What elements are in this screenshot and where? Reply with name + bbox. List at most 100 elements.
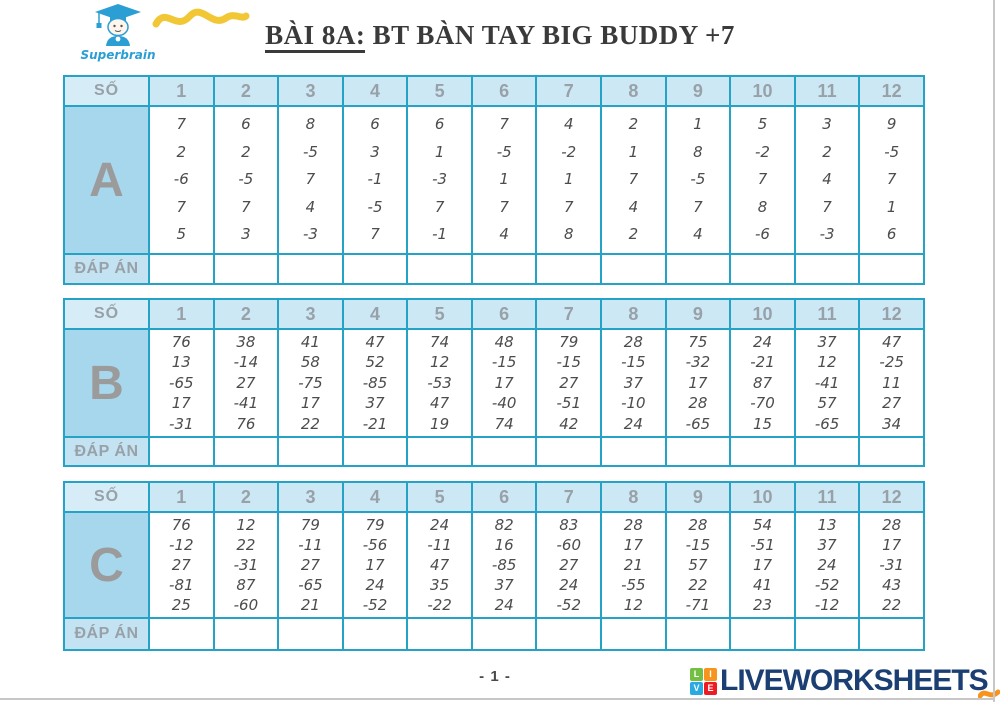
- answer-input-cell[interactable]: [535, 436, 603, 467]
- answer-input-cell[interactable]: [793, 436, 861, 467]
- number-value: 6: [886, 225, 897, 244]
- answer-input-cell[interactable]: [341, 253, 409, 285]
- answer-input-cell[interactable]: [341, 436, 409, 467]
- number-value: 17: [688, 373, 708, 392]
- number-value: 6: [241, 115, 251, 134]
- number-value: 8: [757, 197, 768, 216]
- column-header-2: 2: [212, 481, 280, 513]
- answer-input-cell[interactable]: [341, 617, 409, 651]
- answer-input-cell[interactable]: [664, 436, 732, 467]
- answer-input-cell[interactable]: [793, 253, 861, 285]
- answer-input-cell[interactable]: [212, 436, 280, 467]
- answer-input-cell[interactable]: [535, 617, 603, 651]
- number-stack-cell: 41 58 -75 17 22: [277, 328, 344, 438]
- number-value: 79: [300, 516, 320, 534]
- answer-input-cell[interactable]: [277, 253, 344, 285]
- answer-input-cell[interactable]: [148, 617, 215, 651]
- number-value: 9: [886, 115, 897, 134]
- answer-input-cell[interactable]: [858, 253, 925, 285]
- answer-input-cell[interactable]: [729, 617, 796, 651]
- number-value: 17: [623, 536, 643, 554]
- number-value: 74: [494, 414, 514, 433]
- number-value: -65: [298, 576, 323, 594]
- answer-input-cell[interactable]: [277, 617, 344, 651]
- number-value: -6: [755, 225, 770, 244]
- number-value: 57: [688, 556, 708, 574]
- number-stack-cell: 79 -11 27 -65 21: [277, 511, 344, 619]
- answer-input-cell[interactable]: [470, 617, 538, 651]
- number-value: 12: [430, 353, 450, 372]
- number-value: -41: [814, 373, 840, 392]
- answer-input-cell[interactable]: [212, 253, 280, 285]
- answer-input-cell[interactable]: [729, 253, 796, 285]
- answer-input-cell[interactable]: [664, 253, 732, 285]
- answer-input-cell[interactable]: [600, 253, 667, 285]
- answer-row: ĐÁP ÁN: [63, 436, 925, 467]
- answer-input-cell[interactable]: [600, 617, 667, 651]
- number-value: 1: [628, 142, 639, 161]
- number-value: -5: [238, 170, 254, 189]
- answer-input-cell[interactable]: [858, 436, 925, 467]
- number-value: 37: [494, 576, 514, 594]
- tables-container: SỐ 1 2 3 4 5 6 7 8 9 10 11 12 A 7 2 -6 7 5 6 2 -5 7 3 8 -5 7 4 -3 6 3-…: [63, 75, 925, 651]
- answer-input-cell[interactable]: [148, 436, 215, 467]
- column-header-7: 7: [535, 75, 603, 107]
- number-col-header: SỐ: [63, 75, 150, 107]
- number-value: 4: [305, 197, 316, 216]
- number-value: 12: [623, 596, 643, 614]
- number-value: -51: [556, 394, 582, 413]
- answer-input-cell[interactable]: [148, 253, 215, 285]
- number-value: 76: [236, 414, 256, 433]
- number-value: -56: [362, 536, 388, 554]
- answer-input-cell[interactable]: [470, 436, 538, 467]
- number-value: -71: [685, 596, 711, 614]
- answer-input-cell[interactable]: [406, 617, 473, 651]
- number-value: 37: [817, 332, 837, 351]
- column-header-4: 4: [341, 75, 409, 107]
- number-value: 7: [305, 170, 316, 189]
- number-value: 6: [434, 115, 445, 134]
- number-value: 13: [171, 353, 191, 372]
- number-stack-cell: 7 -5 1 7 4: [470, 105, 538, 255]
- answer-input-cell[interactable]: [858, 617, 925, 651]
- number-value: 2: [628, 225, 639, 244]
- answer-input-cell[interactable]: [729, 436, 796, 467]
- number-value: 27: [300, 556, 320, 574]
- logo-square-e: E: [704, 681, 717, 695]
- number-value: 22: [236, 536, 256, 554]
- number-value: 43: [882, 576, 902, 594]
- numbers-row: B 76 13 -65 17 -31 38 -14 27 -41 76 41 58 -75 17 22 47 52…: [63, 328, 925, 438]
- column-header-3: 3: [277, 75, 344, 107]
- number-value: -52: [814, 576, 840, 594]
- answer-input-cell[interactable]: [664, 617, 732, 651]
- column-header-9: 9: [664, 481, 732, 513]
- number-value: 7: [822, 197, 832, 216]
- number-value: 22: [882, 596, 902, 614]
- answer-input-cell[interactable]: [277, 436, 344, 467]
- answer-input-cell[interactable]: [600, 436, 667, 467]
- number-value: 27: [559, 373, 579, 392]
- answer-input-cell[interactable]: [535, 253, 603, 285]
- number-stack-cell: 74 12 -53 47 19: [406, 328, 473, 438]
- number-stack-cell: 7 2 -6 7 5: [148, 105, 215, 255]
- answer-input-cell[interactable]: [406, 253, 473, 285]
- number-value: 4: [693, 225, 703, 244]
- number-value: -75: [298, 373, 323, 392]
- answer-input-cell[interactable]: [793, 617, 861, 651]
- answer-input-cell[interactable]: [406, 436, 473, 467]
- answer-input-cell[interactable]: [212, 617, 280, 651]
- number-value: -5: [367, 197, 383, 216]
- number-value: 7: [499, 197, 509, 216]
- number-value: -21: [750, 353, 775, 372]
- answer-input-cell[interactable]: [470, 253, 538, 285]
- corner-squiggle-icon: [978, 689, 1000, 699]
- number-value: -5: [496, 142, 512, 161]
- number-value: -1: [367, 170, 383, 189]
- number-value: 2: [241, 142, 251, 161]
- number-value: 1: [693, 115, 703, 134]
- number-value: 2: [822, 142, 832, 161]
- watermark-squiggle-icon: [152, 8, 250, 28]
- number-value: 28: [688, 516, 708, 534]
- number-value: -3: [432, 170, 448, 189]
